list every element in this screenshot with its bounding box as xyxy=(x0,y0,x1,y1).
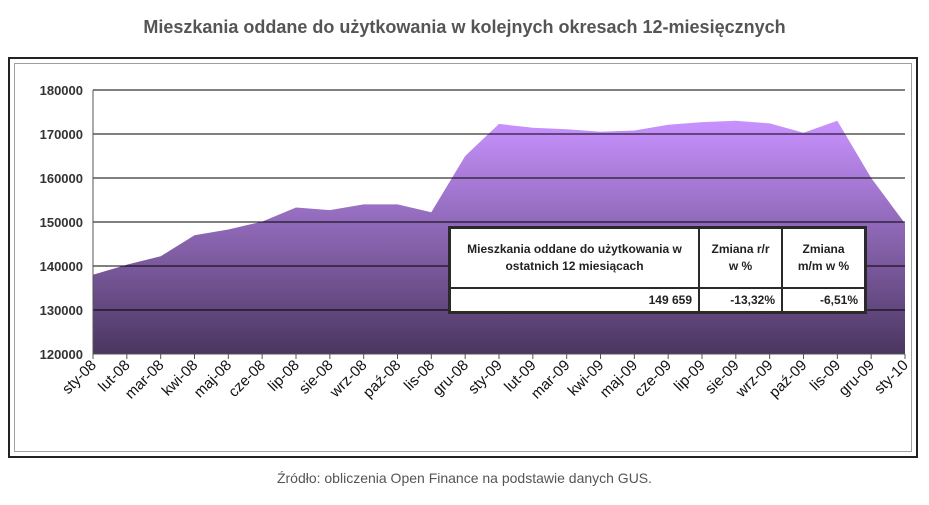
y-tick-label: 140000 xyxy=(40,259,83,274)
summary-value-yoy: -13,32% xyxy=(698,287,783,314)
summary-header-total: Mieszkania oddane do użytkowania w ostat… xyxy=(448,226,700,289)
x-tick-label: sty-09 xyxy=(465,357,506,398)
x-tick-label: maj-08 xyxy=(191,357,235,401)
summary-value-row: 149 659 -13,32% -6,51% xyxy=(448,287,867,314)
summary-table: Mieszkania oddane do użytkowania w ostat… xyxy=(448,226,867,314)
x-tick-label: wrz-09 xyxy=(732,357,777,402)
x-tick-label: gru-08 xyxy=(429,357,472,400)
source-note: Źródło: obliczenia Open Finance na podst… xyxy=(276,470,653,486)
x-tick-label: paź-08 xyxy=(360,357,404,401)
x-tick-label: cze-09 xyxy=(631,357,675,401)
x-tick-label: gru-09 xyxy=(835,357,878,400)
summary-header-row: Mieszkania oddane do użytkowania w ostat… xyxy=(448,226,867,289)
x-tick-label: mar-09 xyxy=(528,357,574,403)
x-tick-label: lip-09 xyxy=(671,357,709,395)
y-tick-label: 150000 xyxy=(40,215,83,230)
x-tick-label: mar-08 xyxy=(122,357,168,403)
summary-value-total: 149 659 xyxy=(448,287,700,314)
x-tick-label: sty-08 xyxy=(59,357,100,398)
x-tick-label: paź-09 xyxy=(766,357,810,401)
x-tick-label: lip-08 xyxy=(265,357,303,395)
chart-inner-border xyxy=(14,63,912,452)
summary-header-yoy: Zmiana r/r w % xyxy=(698,226,783,289)
summary-header-mom: Zmiana m/m w % xyxy=(781,226,867,289)
chart-title: Mieszkania oddane do użytkowania w kolej… xyxy=(143,17,786,37)
x-tick-label: maj-09 xyxy=(597,357,641,401)
x-tick-label: wrz-08 xyxy=(326,357,371,402)
y-tick-label: 120000 xyxy=(40,347,83,362)
y-tick-label: 160000 xyxy=(40,171,83,186)
y-tick-label: 170000 xyxy=(40,127,83,142)
y-tick-label: 130000 xyxy=(40,303,83,318)
x-tick-label: sty-10 xyxy=(871,357,912,398)
x-tick-label: cze-08 xyxy=(225,357,269,401)
summary-value-mom: -6,51% xyxy=(781,287,867,314)
y-tick-label: 180000 xyxy=(40,83,83,98)
